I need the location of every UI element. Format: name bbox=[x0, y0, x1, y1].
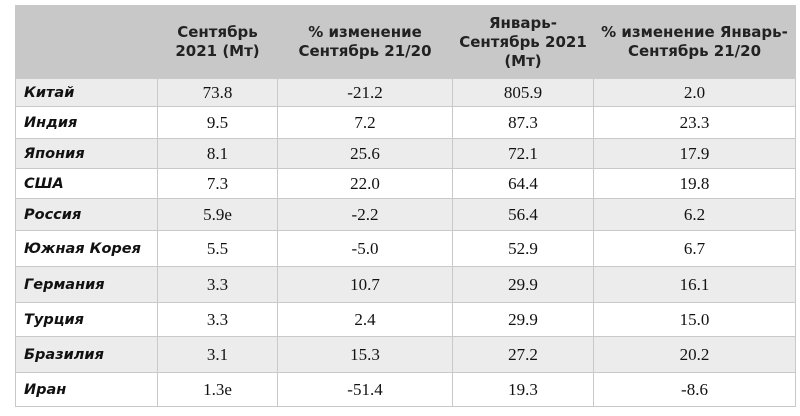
value-cell: 15.3 bbox=[277, 336, 453, 373]
country-cell: Россия bbox=[15, 198, 158, 231]
value-cell: 19.3 bbox=[452, 372, 594, 407]
table-row: Иран 1.3e -51.4 19.3 -8.6 bbox=[15, 372, 796, 407]
country-cell: США bbox=[15, 168, 158, 199]
value-cell: 19.8 bbox=[593, 168, 796, 199]
value-cell: -2.2 bbox=[277, 198, 453, 231]
value-cell: 27.2 bbox=[452, 336, 594, 373]
value-cell: 29.9 bbox=[452, 266, 594, 303]
value-cell: 7.3 bbox=[157, 168, 278, 199]
country-cell: Южная Корея bbox=[15, 230, 158, 267]
value-cell: 87.3 bbox=[452, 106, 594, 139]
value-cell: 5.9e bbox=[157, 198, 278, 231]
value-cell: 20.2 bbox=[593, 336, 796, 373]
table-row: Индия 9.5 7.2 87.3 23.3 bbox=[15, 106, 796, 139]
header-cell: Сентябрь 2021 (Мт) bbox=[157, 5, 278, 79]
value-cell: 6.7 bbox=[593, 230, 796, 267]
value-cell: -8.6 bbox=[593, 372, 796, 407]
value-cell: 1.3e bbox=[157, 372, 278, 407]
value-cell: 22.0 bbox=[277, 168, 453, 199]
country-cell: Бразилия bbox=[15, 336, 158, 373]
value-cell: 64.4 bbox=[452, 168, 594, 199]
value-cell: 3.3 bbox=[157, 302, 278, 337]
value-cell: 23.3 bbox=[593, 106, 796, 139]
corner-cell bbox=[15, 5, 158, 79]
value-cell: -21.2 bbox=[277, 78, 453, 107]
value-cell: 25.6 bbox=[277, 138, 453, 169]
value-cell: 805.9 bbox=[452, 78, 594, 107]
header-cell: % изменение Сентябрь 21/20 bbox=[277, 5, 453, 79]
value-cell: 16.1 bbox=[593, 266, 796, 303]
table-row: Китай 73.8 -21.2 805.9 2.0 bbox=[15, 78, 796, 107]
country-cell: Иран bbox=[15, 372, 158, 407]
table-row: Россия 5.9e -2.2 56.4 6.2 bbox=[15, 198, 796, 231]
value-cell: 52.9 bbox=[452, 230, 594, 267]
value-cell: 3.3 bbox=[157, 266, 278, 303]
table-row: США 7.3 22.0 64.4 19.8 bbox=[15, 168, 796, 199]
table-row: Турция 3.3 2.4 29.9 15.0 bbox=[15, 302, 796, 337]
table-row: Германия 3.3 10.7 29.9 16.1 bbox=[15, 266, 796, 303]
table-body: Китай 73.8 -21.2 805.9 2.0 Индия 9.5 7.2 87.3 23.… bbox=[15, 78, 796, 407]
value-cell: 72.1 bbox=[452, 138, 594, 169]
country-cell: Индия bbox=[15, 106, 158, 139]
value-cell: 17.9 bbox=[593, 138, 796, 169]
value-cell: 73.8 bbox=[157, 78, 278, 107]
value-cell: 3.1 bbox=[157, 336, 278, 373]
value-cell: -51.4 bbox=[277, 372, 453, 407]
header-cell: % изменение Январь-Сентябрь 21/20 bbox=[593, 5, 796, 79]
value-cell: -5.0 bbox=[277, 230, 453, 267]
table-row: Бразилия 3.1 15.3 27.2 20.2 bbox=[15, 336, 796, 373]
data-table: Сентябрь 2021 (Мт)% изменение Сентябрь 2… bbox=[15, 5, 796, 407]
table-row: Япония 8.1 25.6 72.1 17.9 bbox=[15, 138, 796, 169]
value-cell: 10.7 bbox=[277, 266, 453, 303]
country-cell: Япония bbox=[15, 138, 158, 169]
country-cell: Китай bbox=[15, 78, 158, 107]
value-cell: 6.2 bbox=[593, 198, 796, 231]
value-cell: 7.2 bbox=[277, 106, 453, 139]
value-cell: 9.5 bbox=[157, 106, 278, 139]
value-cell: 2.4 bbox=[277, 302, 453, 337]
value-cell: 8.1 bbox=[157, 138, 278, 169]
country-cell: Турция bbox=[15, 302, 158, 337]
header-row: Сентябрь 2021 (Мт)% изменение Сентябрь 2… bbox=[15, 5, 796, 79]
value-cell: 2.0 bbox=[593, 78, 796, 107]
value-cell: 5.5 bbox=[157, 230, 278, 267]
value-cell: 15.0 bbox=[593, 302, 796, 337]
table-row: Южная Корея 5.5 -5.0 52.9 6.7 bbox=[15, 230, 796, 267]
value-cell: 29.9 bbox=[452, 302, 594, 337]
header-cell: Январь-Сентябрь 2021 (Мт) bbox=[452, 5, 594, 79]
value-cell: 56.4 bbox=[452, 198, 594, 231]
country-cell: Германия bbox=[15, 266, 158, 303]
